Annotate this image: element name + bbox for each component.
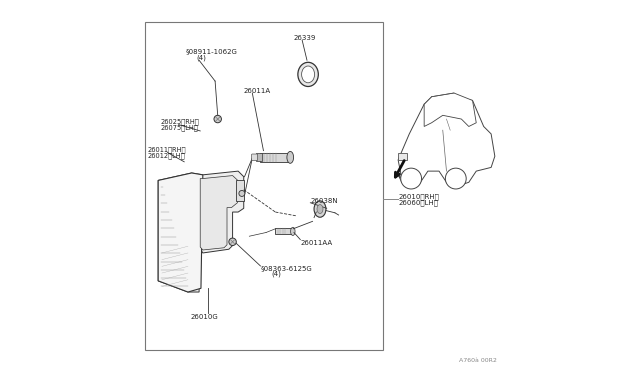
Text: 26075〈LH〉: 26075〈LH〉 [160,125,198,131]
Text: 26012〈LH〉: 26012〈LH〉 [147,152,185,159]
Circle shape [445,168,466,189]
Bar [275,228,292,234]
Circle shape [229,238,236,246]
Ellipse shape [314,201,326,217]
Text: 26038N: 26038N [310,198,339,204]
Ellipse shape [301,66,315,83]
Bar [236,180,244,201]
Text: 26011〈RH〉: 26011〈RH〉 [147,146,186,153]
Text: 26010G: 26010G [190,314,218,320]
Polygon shape [398,97,495,186]
Circle shape [401,168,422,189]
Bar [145,22,383,350]
Polygon shape [424,93,476,126]
Text: 26010〈RH〉: 26010〈RH〉 [399,193,440,200]
Text: §08911-1062G: §08911-1062G [186,48,238,54]
Ellipse shape [287,151,294,163]
Text: 26025〈RH〉: 26025〈RH〉 [160,119,199,125]
Text: 26011AA: 26011AA [301,240,333,246]
Ellipse shape [298,62,318,86]
Text: §08363-6125G: §08363-6125G [260,265,312,271]
Circle shape [239,190,245,196]
Circle shape [214,115,221,123]
FancyBboxPatch shape [252,154,257,161]
Text: 26339: 26339 [294,35,316,41]
Text: A760à 00R2: A760à 00R2 [459,358,497,363]
Polygon shape [158,173,203,292]
Text: 26011A: 26011A [244,88,271,94]
Polygon shape [158,171,244,292]
Polygon shape [200,176,237,250]
Bar [260,153,289,162]
Text: 26060〈LH〉: 26060〈LH〉 [399,199,439,206]
Bar [256,153,262,161]
Ellipse shape [291,227,295,235]
Text: (4): (4) [271,271,281,278]
Text: (4): (4) [196,54,206,61]
Ellipse shape [317,205,323,214]
Bar [398,153,408,160]
